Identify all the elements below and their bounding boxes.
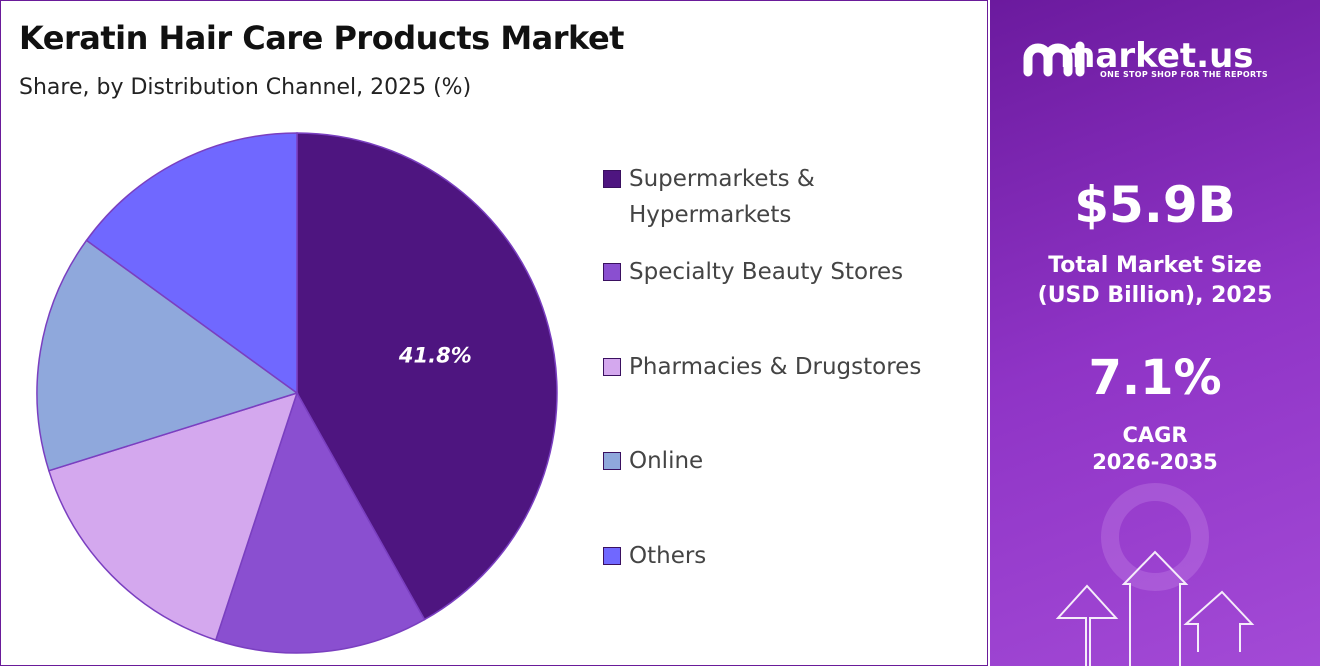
legend-label: Pharmacies & Drugstores <box>629 354 922 380</box>
tagline: ONE STOP SHOP FOR THE REPORTS <box>1100 70 1268 79</box>
brand: market.us <box>1060 36 1254 76</box>
chart-subtitle: Share, by Distribution Channel, 2025 (%) <box>19 75 472 100</box>
data-label: 41.8% <box>398 344 472 368</box>
chart-title: Keratin Hair Care Products Market <box>19 19 624 57</box>
legend-entry: Specialty Beauty Stores <box>603 254 969 290</box>
legend-swatch <box>603 452 621 470</box>
legend-swatch <box>603 170 621 188</box>
pie-chart: 41.8% <box>36 132 558 654</box>
pie-slice <box>214 391 426 654</box>
logo-icon <box>1023 41 1085 77</box>
arrows-icon <box>1055 483 1255 666</box>
cagr-value: 7.1% <box>1088 350 1222 406</box>
legend-label: Others <box>629 543 707 569</box>
legend-entry: Others <box>603 538 969 574</box>
legend-entry: Supermarkets & Hypermarkets <box>603 161 859 233</box>
info-panel: market.us ONE STOP SHOP FOR THE REPORTS … <box>990 0 1320 666</box>
market-size-label: Total Market Size (USD Billion), 2025 <box>1037 253 1273 308</box>
panel-art <box>1023 41 1255 666</box>
legend-swatch <box>603 547 621 565</box>
legend-swatch <box>603 358 621 376</box>
cagr-label: CAGR <box>1122 423 1188 447</box>
chart-area: Keratin Hair Care Products Market Share,… <box>0 0 988 666</box>
pie-slice <box>296 132 558 621</box>
legend-label: Supermarkets & Hypermarkets <box>629 166 815 228</box>
pie-slice <box>47 391 299 641</box>
legend-entry: Pharmacies & Drugstores <box>603 349 969 385</box>
cagr-period: 2026-2035 <box>1092 450 1218 474</box>
market-size: $5.9B <box>1074 176 1236 234</box>
legend-swatch <box>603 263 621 281</box>
pie-slice <box>85 132 298 395</box>
legend-label: Online <box>629 448 704 474</box>
pie-slice <box>36 239 299 472</box>
legend-entry: Online <box>603 443 969 479</box>
legend-label: Specialty Beauty Stores <box>629 259 904 285</box>
